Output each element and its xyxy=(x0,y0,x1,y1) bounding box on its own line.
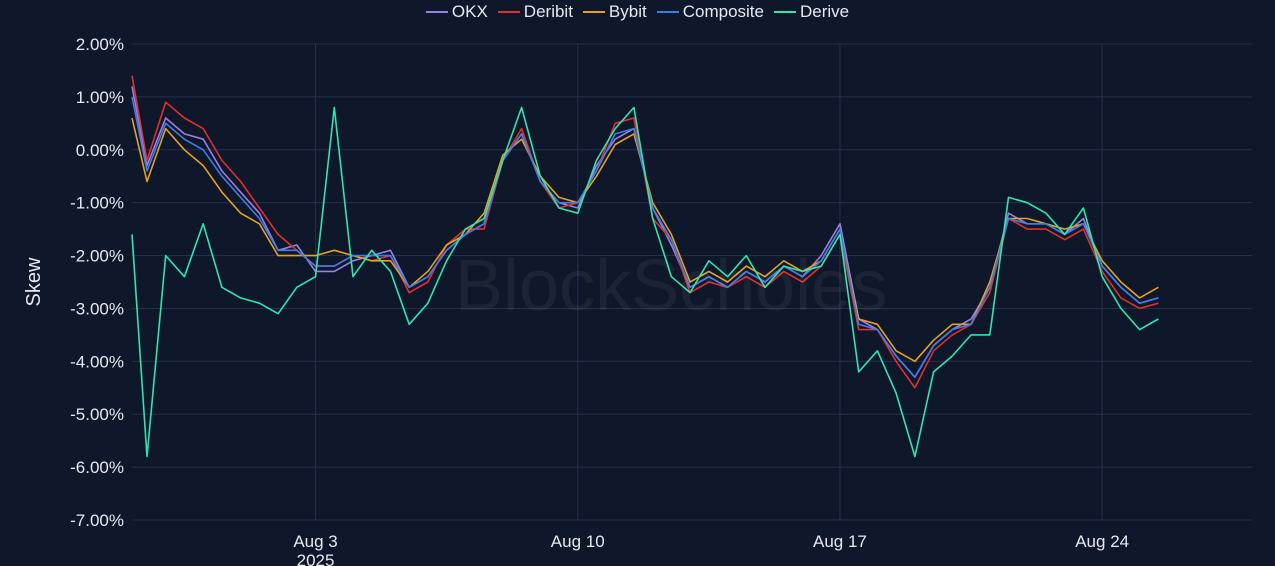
series-line-derive xyxy=(131,106,1159,458)
legend-label: Deribit xyxy=(523,2,573,21)
legend: OKX Deribit Bybit Composite Derive xyxy=(0,2,1275,22)
legend-label: Derive xyxy=(799,2,850,21)
legend-item-bybit[interactable]: Bybit xyxy=(582,2,647,22)
y-tick-label: -6.00% xyxy=(70,458,124,477)
legend-item-derive[interactable]: Derive xyxy=(773,2,850,22)
y-axis-label: Skew xyxy=(23,257,45,306)
x-tick-label: Aug 3 xyxy=(293,532,337,551)
series-line-composite xyxy=(131,96,1159,378)
y-tick-label: -2.00% xyxy=(70,247,124,266)
legend-item-composite[interactable]: Composite xyxy=(656,2,764,22)
legend-swatch xyxy=(425,11,448,13)
legend-item-okx[interactable]: OKX xyxy=(425,2,488,22)
y-tick-label: -4.00% xyxy=(70,352,124,371)
legend-item-deribit[interactable]: Deribit xyxy=(497,2,573,22)
y-tick-label: 2.00% xyxy=(76,35,124,54)
y-tick-label: -5.00% xyxy=(70,405,124,424)
y-tick-label: -1.00% xyxy=(70,194,124,213)
legend-label: Composite xyxy=(682,2,764,21)
y-tick-label: -3.00% xyxy=(70,299,124,318)
y-tick-label: 0.00% xyxy=(76,141,124,160)
y-tick-label: 1.00% xyxy=(76,88,124,107)
legend-swatch xyxy=(773,11,796,13)
y-tick-label: -7.00% xyxy=(70,511,124,530)
legend-label: OKX xyxy=(451,2,488,21)
legend-swatch xyxy=(497,11,520,13)
legend-label: Bybit xyxy=(608,2,647,21)
x-tick-sublabel: 2025 xyxy=(297,551,335,566)
legend-swatch xyxy=(656,11,679,13)
legend-swatch xyxy=(582,11,605,13)
x-tick-label: Aug 17 xyxy=(813,532,867,551)
watermark: BlockScholes xyxy=(455,246,888,326)
x-tick-label: Aug 24 xyxy=(1075,532,1129,551)
x-tick-label: Aug 10 xyxy=(551,532,605,551)
